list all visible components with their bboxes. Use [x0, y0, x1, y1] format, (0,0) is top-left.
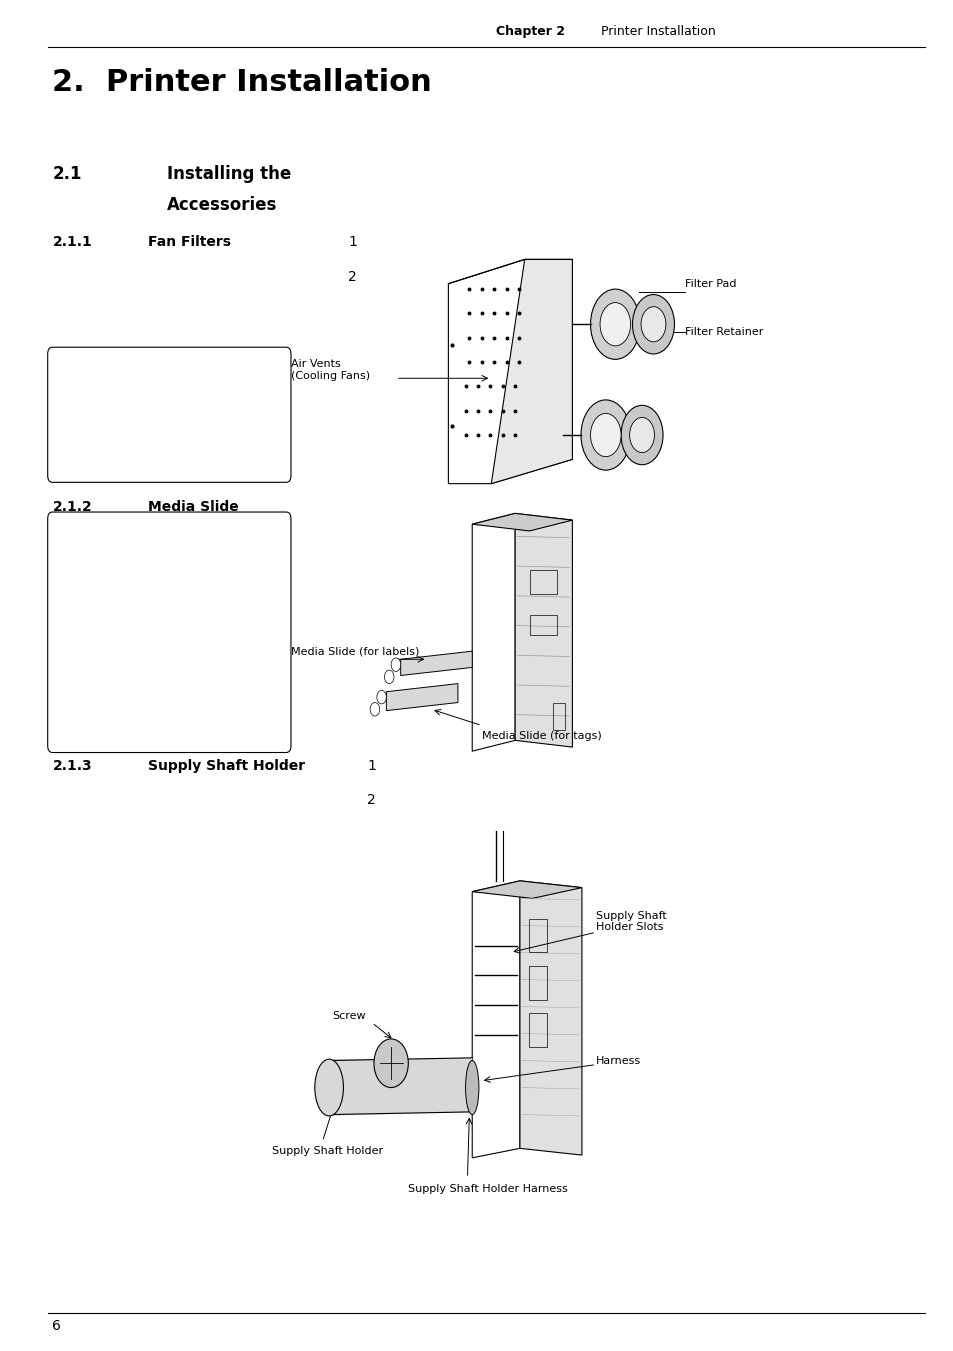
Text: Printer Installation: Printer Installation [600, 24, 715, 38]
Polygon shape [472, 513, 515, 751]
Polygon shape [472, 513, 572, 531]
Circle shape [590, 413, 620, 457]
Polygon shape [448, 259, 572, 484]
Text: Air Vents
(Cooling Fans): Air Vents (Cooling Fans) [291, 359, 370, 381]
Circle shape [629, 417, 654, 453]
Text: Supply Shaft Holder: Supply Shaft Holder [148, 759, 305, 773]
Text: Filter Pad: Filter Pad [684, 278, 736, 289]
Text: 2.1: 2.1 [52, 165, 82, 182]
Bar [529, 966, 546, 1000]
Bar [530, 570, 557, 594]
Polygon shape [515, 513, 572, 747]
Circle shape [599, 303, 630, 346]
Circle shape [640, 307, 665, 342]
Bar [529, 1013, 546, 1047]
Circle shape [580, 400, 630, 470]
Text: 1: 1 [367, 759, 375, 773]
Circle shape [370, 703, 379, 716]
Text: Accessories: Accessories [167, 196, 277, 213]
Polygon shape [472, 881, 519, 1158]
Circle shape [374, 1039, 408, 1088]
Text: Media Slide (for tags): Media Slide (for tags) [481, 731, 601, 742]
Text: 2: 2 [348, 270, 356, 284]
Bar [529, 919, 546, 952]
Polygon shape [329, 1058, 472, 1116]
Text: Media Slide (for labels): Media Slide (for labels) [291, 646, 419, 657]
Circle shape [376, 690, 386, 704]
Ellipse shape [314, 1059, 343, 1116]
Polygon shape [472, 881, 581, 898]
Text: 2: 2 [367, 793, 375, 807]
Text: 2.1.3: 2.1.3 [52, 759, 92, 773]
Text: 2.1.1: 2.1.1 [52, 235, 92, 249]
Polygon shape [386, 684, 457, 711]
Ellipse shape [465, 1061, 478, 1115]
Polygon shape [491, 259, 572, 484]
Text: 2.1.2: 2.1.2 [52, 500, 92, 513]
Bar [553, 703, 564, 730]
Circle shape [632, 295, 674, 354]
Polygon shape [519, 881, 581, 1155]
Text: Media Slide: Media Slide [148, 500, 238, 513]
Polygon shape [400, 651, 472, 676]
Text: Supply Shaft Holder: Supply Shaft Holder [272, 1146, 382, 1156]
Text: Fan Filters: Fan Filters [148, 235, 231, 249]
Circle shape [590, 289, 639, 359]
Bar [530, 615, 557, 635]
Circle shape [620, 405, 662, 465]
Text: Installing the: Installing the [167, 165, 291, 182]
Text: Chapter 2: Chapter 2 [496, 24, 564, 38]
Text: Supply Shaft
Holder Slots: Supply Shaft Holder Slots [596, 911, 666, 932]
Circle shape [391, 658, 400, 671]
Text: Supply Shaft Holder Harness: Supply Shaft Holder Harness [408, 1183, 567, 1194]
Text: Filter Retainer: Filter Retainer [684, 327, 762, 338]
Text: Harness: Harness [596, 1055, 640, 1066]
Text: 2.  Printer Installation: 2. Printer Installation [52, 68, 432, 96]
Text: 1: 1 [348, 235, 356, 249]
Circle shape [384, 670, 394, 684]
Text: Screw: Screw [332, 1011, 365, 1021]
Text: 6: 6 [52, 1319, 61, 1332]
